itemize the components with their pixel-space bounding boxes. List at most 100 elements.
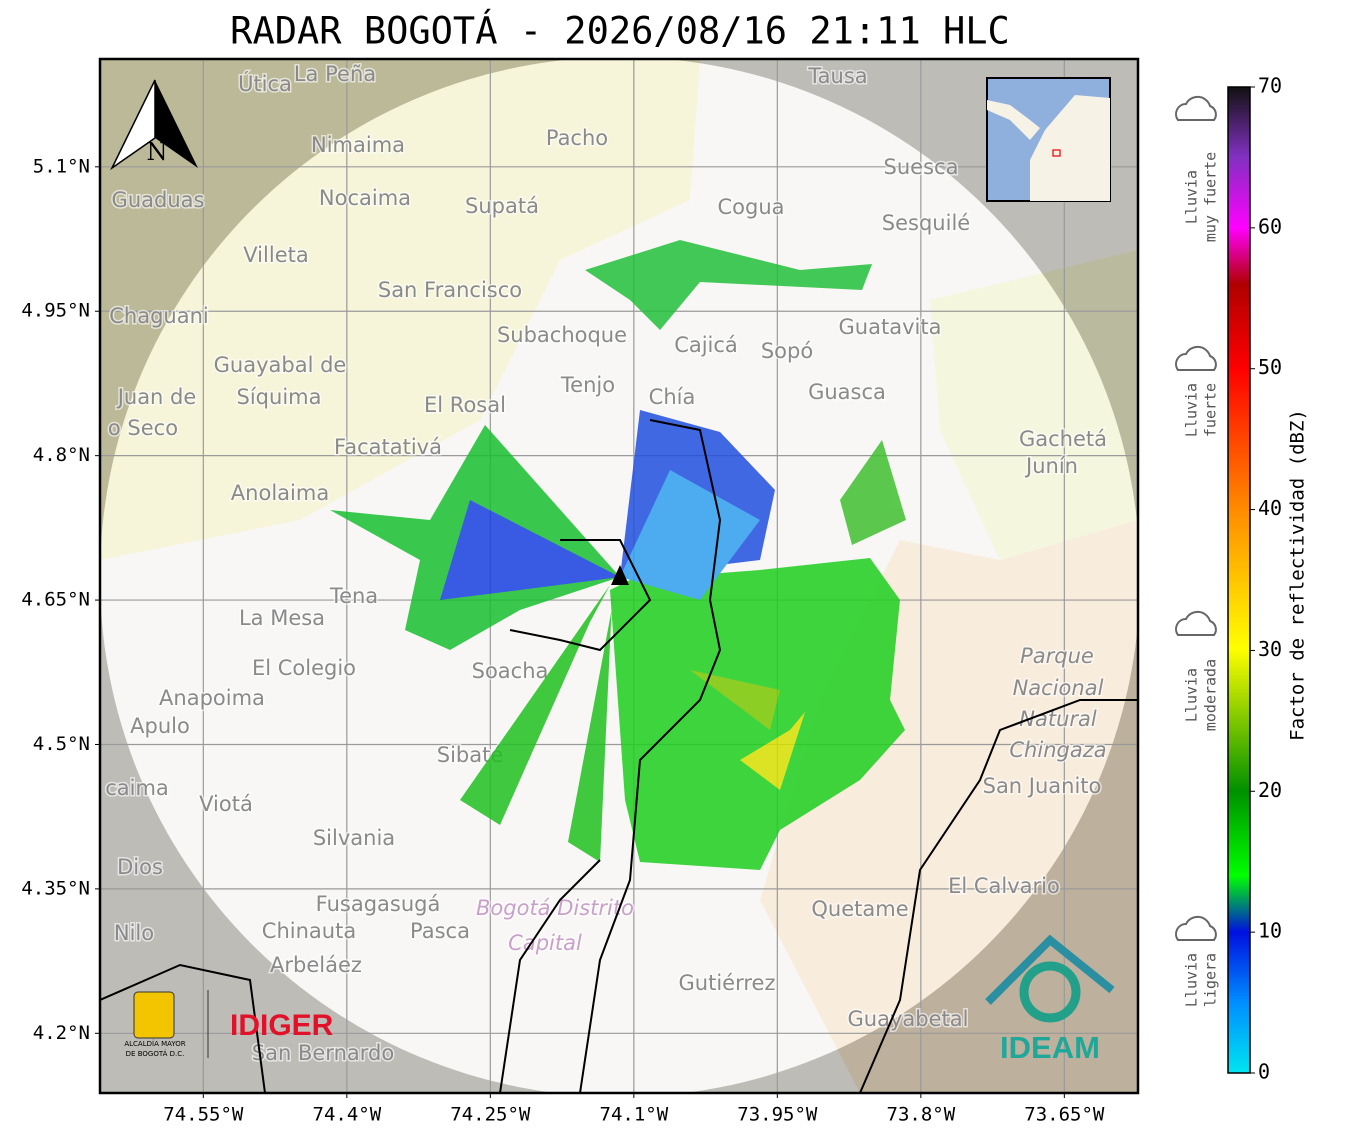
place-label: Chaguani [109,304,209,328]
logo-ideam: IDEAM [985,934,1115,1065]
place-label: Sesquilé [882,211,970,235]
place-label: La Mesa [239,606,325,630]
x-tick-label: 73.8°W [887,1104,956,1126]
title: RADAR BOGOTÁ - 2026/08/16 21:11 HLC [230,9,1010,53]
place-label: Soacha [472,659,549,683]
place-label: El Calvario [948,874,1060,898]
y-tick-label: 4.5°N [33,733,90,755]
legend-item: Lluvia fuerte [1175,345,1220,437]
terrain [100,59,700,560]
place-label: Apulo [130,714,190,738]
echo [690,670,780,730]
place-label: Silvania [313,826,395,850]
place-label: El Colegio [252,656,356,680]
echo [620,470,760,600]
boundaries [100,419,1138,1093]
place-label: Pacho [546,126,608,150]
place-label: San Juanito [983,774,1102,798]
place-label: Parque [1020,644,1094,668]
place-label: Nilo [114,921,154,945]
colorbar-tick-label: 30 [1258,637,1282,661]
colorbar-tick-label: 0 [1258,1060,1270,1084]
place-label: Guatavita [839,315,942,339]
place-label: Juan de [116,385,197,409]
x-tick-label: 74.55°W [163,1104,244,1126]
colorbar-tick-label: 40 [1258,496,1282,520]
place-label: Villeta [243,243,308,267]
y-tick-label: 4.35°N [21,877,90,899]
place-label: Guayabetal [848,1007,969,1031]
colorbar-tick-label: 20 [1258,778,1282,802]
place-label: El Rosal [424,393,506,417]
legend-label: fuerte [1202,383,1220,437]
place-label: Anolaima [231,481,329,505]
place-label: caima [105,776,169,800]
legend-item: Lluvia moderada [1175,610,1220,731]
place-label: Suesca [884,155,959,179]
place-label: Sopó [761,339,813,363]
radar-echoes [330,240,906,870]
y-tick-label: 4.8°N [33,444,90,466]
place-label: Nacional [1013,676,1104,700]
radar-site [611,565,629,585]
grid [100,59,1138,1093]
legend-label: Lluvia [1183,668,1201,722]
place-label: Guayabal de [214,353,347,377]
y-tick-label: 5.1°N [33,155,90,177]
legend-icon [1175,345,1217,371]
colorbar-tick-label: 10 [1258,919,1282,943]
inset-map [986,77,1111,202]
legend-label: Lluvia [1183,170,1201,224]
place-label: Viotá [199,792,253,816]
place-label: San Francisco [378,278,522,302]
legend-label: Lluvia [1183,953,1201,1007]
legend-icon [1175,95,1217,121]
place-label: Gachetá [1019,427,1107,451]
map: Útica La Peña Tausa Nimaima Pacho Suesca Guadu… [100,59,1138,1093]
logo-text: ALCALDÍA MAYOR [124,1039,185,1048]
x-tick-label: 73.95°W [737,1104,818,1126]
place-label: Tausa [807,64,867,88]
legend-icon [1175,610,1217,636]
places: Útica La Peña Tausa Nimaima Pacho Suesca Guadu… [104,61,1109,1067]
y-tick-label: 4.95°N [21,300,90,322]
place-label: Nimaima [311,133,405,157]
x-tick-label: 74.25°W [450,1104,531,1126]
place-label: Chinauta [262,919,356,943]
place-label: Útica [238,71,292,96]
legend-label: ligera [1202,953,1220,1007]
place-label: Guaduas [112,188,205,212]
map-frame [98,57,1140,1095]
colorbar-tick-label: 50 [1258,355,1282,379]
place-label: Cajicá [674,333,738,357]
place-label: Dios [117,855,163,879]
place-label: San Bernardo [252,1041,394,1065]
y-tick-label: 4.2°N [33,1022,90,1044]
place-label: Gutiérrez [679,971,776,995]
colorbar [1227,86,1251,1074]
logo-alcaldia: ALCALDÍA MAYOR DE BOGOTÁ D.C. [124,990,209,1058]
logo-idiger: IDIGER [230,1009,334,1042]
legend-label: Lluvia [1183,383,1201,437]
north-label: N [147,138,168,166]
place-label: La Peña [294,62,376,86]
north-arrow: N [110,79,198,171]
echo [585,240,872,330]
logo-text: DE BOGOTÁ D.C. [126,1049,185,1058]
place-label: Supatá [465,194,539,218]
place-label: Tenjo [560,373,615,397]
place-label: Junín [1024,454,1078,478]
legend-item: Lluvia muy fuerte [1175,95,1220,242]
place-label: Facatativá [334,435,442,459]
place-label: Guasca [808,380,886,404]
echo [460,585,610,825]
place-label: Nocaima [319,186,411,210]
place-label: Bogotá Distrito [476,896,634,920]
place-label: o Seco [108,416,178,440]
axis-ticks: 74.55°W 74.4°W 74.25°W 74.1°W 73.95°W 73.8°W 7… [21,155,1105,1125]
colorbar-tick-label: 70 [1258,74,1282,98]
colorbar-ticks: 0 10 20 30 40 50 60 70 [1250,74,1282,1084]
x-tick-label: 74.1°W [600,1104,669,1126]
legend-label: muy fuerte [1202,152,1220,242]
y-tick-label: 4.65°N [21,589,90,611]
